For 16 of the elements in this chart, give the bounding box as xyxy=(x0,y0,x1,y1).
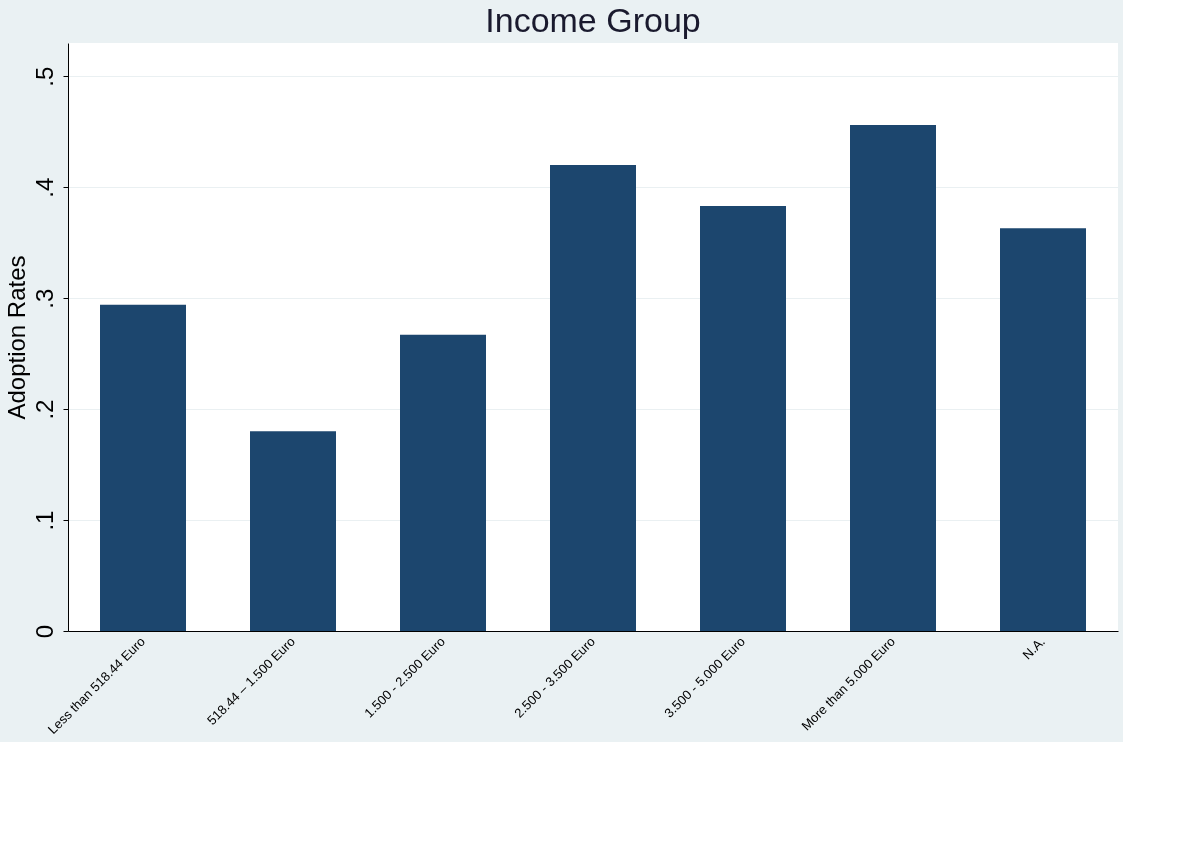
y-tick-label: .2 xyxy=(30,399,58,420)
chart-title: Income Group xyxy=(485,1,701,39)
y-axis-title: Adoption Rates xyxy=(2,255,30,420)
y-tick-label: .4 xyxy=(30,177,58,198)
bar xyxy=(400,334,486,631)
bar xyxy=(250,431,336,631)
bar xyxy=(700,206,786,631)
y-tick-label: .1 xyxy=(30,510,58,531)
y-tick-label: .5 xyxy=(30,66,58,87)
y-tick-label: .3 xyxy=(30,288,58,309)
bar xyxy=(1000,228,1086,631)
y-tick-label: 0 xyxy=(30,624,58,639)
bar xyxy=(550,165,636,631)
bar xyxy=(100,304,186,631)
bar xyxy=(850,125,936,631)
x-tick-label: N.A. xyxy=(1019,633,1048,663)
